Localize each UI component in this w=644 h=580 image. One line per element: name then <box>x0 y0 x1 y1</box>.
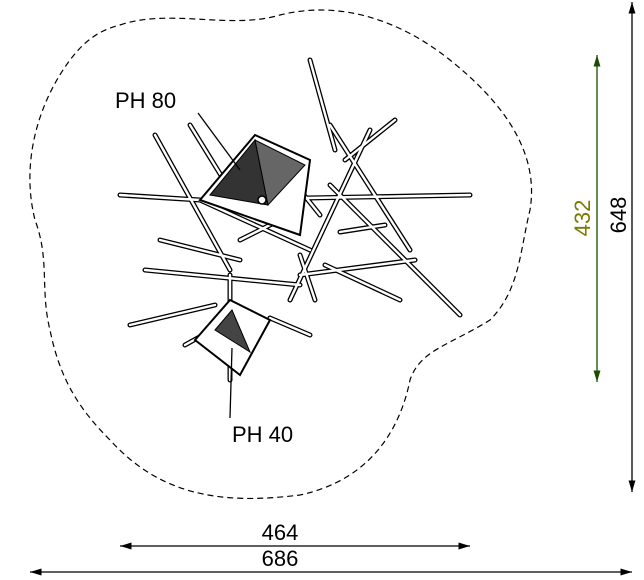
dimension-label: 464 <box>262 520 299 545</box>
dimension-label: 686 <box>262 546 299 571</box>
platform-label: PH 80 <box>115 88 176 113</box>
dimension-label: 432 <box>570 200 595 237</box>
leader-line <box>229 347 233 419</box>
platform-label: PH 40 <box>232 422 293 447</box>
structure <box>117 57 473 383</box>
dimension-label: 648 <box>606 197 631 234</box>
leader-line <box>197 112 241 171</box>
